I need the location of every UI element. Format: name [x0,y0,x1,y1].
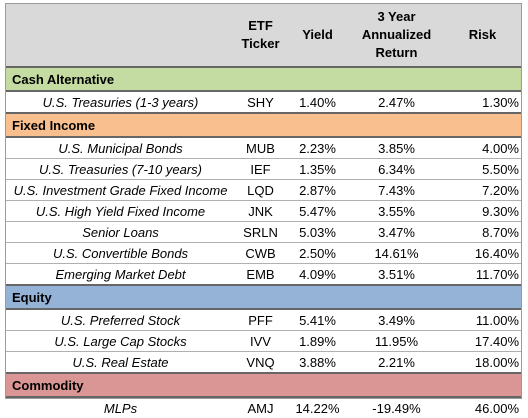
asset-name: U.S. Treasuries (1-3 years) [6,91,235,114]
yield: 14.22% [295,400,340,416]
return: 3.55% [349,200,444,222]
risk: 18.00% [444,351,521,374]
risk: 11.00% [444,309,521,331]
risk: 11.70% [444,263,521,286]
risk: 4.00% [444,137,521,159]
return: 7.43% [349,179,444,201]
yield: 5.47% [286,200,349,222]
table-row: MLPs AMJ 14.22% -19.49% 46.00% [6,397,521,418]
asset-name: U.S. Large Cap Stocks [6,330,235,352]
risk: 9.30% [444,200,521,222]
risk: 5.50% [444,158,521,180]
yield: 5.41% [286,309,349,331]
header-name-cell [6,4,235,68]
asset-name: MLPs [103,400,138,416]
table-row: U.S. Treasuries (7-10 years) IEF 1.35% 6… [6,158,521,180]
ticker: AMJ [247,400,274,416]
section-title: Commodity [6,373,521,398]
asset-name: Senior Loans [6,221,235,243]
return: 2.21% [349,351,444,374]
ticker: VNQ [235,351,286,374]
risk: 1.30% [444,91,521,114]
table-row: U.S. Preferred Stock PFF 5.41% 3.49% 11.… [6,309,521,331]
risk: 16.40% [444,242,521,264]
ticker: CWB [235,242,286,264]
risk: 7.20% [444,179,521,201]
yield: 3.88% [286,351,349,374]
return: 3.85% [349,137,444,159]
ticker: SHY [235,91,286,114]
section-cash-alternative: Cash Alternative [6,67,521,92]
table-row: U.S. Investment Grade Fixed Income LQD 2… [6,179,521,201]
header-return: 3 Year Annualized Return [349,4,444,68]
return: 3.49% [349,309,444,331]
yield: 2.23% [286,137,349,159]
return: 2.47% [349,91,444,114]
yield: 4.09% [286,263,349,286]
section-title: Equity [6,285,521,310]
asset-name: U.S. Investment Grade Fixed Income [6,179,235,201]
ticker: IVV [235,330,286,352]
table-row: U.S. Real Estate VNQ 3.88% 2.21% 18.00% [6,351,521,374]
ticker: EMB [235,263,286,286]
ticker: SRLN [235,221,286,243]
return: 6.34% [349,158,444,180]
etf-table: ETF Ticker Yield 3 Year Annualized Retur… [6,4,521,418]
asset-name: U.S. Real Estate [6,351,235,374]
return: 11.95% [349,330,444,352]
asset-name: Emerging Market Debt [6,263,235,286]
etf-table-sheet: ETF Ticker Yield 3 Year Annualized Retur… [5,3,522,416]
table-row: Emerging Market Debt EMB 4.09% 3.51% 11.… [6,263,521,286]
table-row: U.S. High Yield Fixed Income JNK 5.47% 3… [6,200,521,222]
header-ticker: ETF Ticker [235,4,286,68]
table-row: Senior Loans SRLN 5.03% 3.47% 8.70% [6,221,521,243]
risk: 8.70% [444,221,521,243]
yield: 2.50% [286,242,349,264]
yield: 5.03% [286,221,349,243]
table-row: U.S. Municipal Bonds MUB 2.23% 3.85% 4.0… [6,137,521,159]
header-risk: Risk [444,4,521,68]
return: 14.61% [349,242,444,264]
asset-name: U.S. Preferred Stock [6,309,235,331]
table-row: U.S. Treasuries (1-3 years) SHY 1.40% 2.… [6,91,521,114]
ticker: JNK [235,200,286,222]
table-row: U.S. Convertible Bonds CWB 2.50% 14.61% … [6,242,521,264]
asset-name: U.S. Treasuries (7-10 years) [6,158,235,180]
section-title: Fixed Income [6,113,521,138]
section-title: Cash Alternative [6,67,521,92]
yield: 1.35% [286,158,349,180]
risk: 17.40% [444,330,521,352]
yield: 1.40% [286,91,349,114]
header-yield: Yield [286,4,349,68]
asset-name: U.S. Municipal Bonds [6,137,235,159]
ticker: IEF [235,158,286,180]
yield: 1.89% [286,330,349,352]
risk: 46.00% [474,400,519,416]
ticker: LQD [235,179,286,201]
section-equity: Equity [6,285,521,310]
yield: 2.87% [286,179,349,201]
return: 3.51% [349,263,444,286]
ticker: MUB [235,137,286,159]
table-row: U.S. Large Cap Stocks IVV 1.89% 11.95% 1… [6,330,521,352]
section-commodity: Commodity [6,373,521,398]
ticker: PFF [235,309,286,331]
asset-name: U.S. High Yield Fixed Income [6,200,235,222]
return: -19.49% [372,400,421,416]
return: 3.47% [349,221,444,243]
section-fixed-income: Fixed Income [6,113,521,138]
asset-name: U.S. Convertible Bonds [6,242,235,264]
header-row: ETF Ticker Yield 3 Year Annualized Retur… [6,4,521,68]
